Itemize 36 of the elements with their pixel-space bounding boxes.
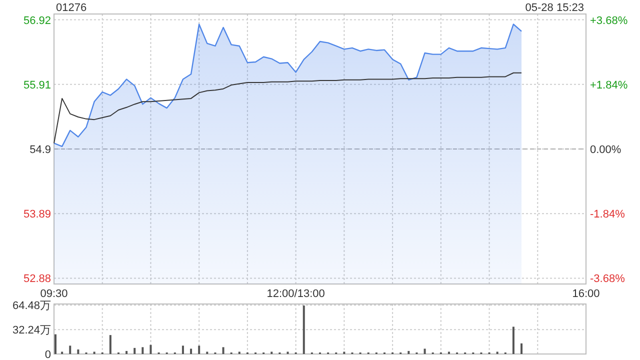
bar: [126, 350, 128, 354]
y2-tick-label: 0.00%: [590, 144, 622, 156]
line-series: [54, 72, 522, 144]
bar: [520, 343, 523, 354]
y-tick-label: 56.92: [23, 14, 51, 27]
chart-subtitle: 05-28 15:23: [525, 2, 584, 14]
bar: [109, 335, 112, 354]
x-tick-label: 09:30: [40, 288, 68, 300]
chart-title: 01276: [56, 2, 87, 14]
bar: [198, 346, 200, 354]
bar: [424, 348, 426, 354]
x-tick-label: 12:00/13:00: [266, 288, 325, 300]
bar: [512, 326, 514, 354]
y-tick-label: 52.88: [23, 273, 51, 286]
y-tick-label: 55.91: [23, 79, 51, 92]
bar: [302, 306, 305, 354]
bar: [77, 349, 80, 354]
y2-tick-label: -3.68%: [590, 273, 626, 286]
y-tick-label: 0: [44, 349, 51, 360]
bar: [142, 347, 144, 354]
bar: [408, 350, 410, 354]
y-tick-label: 32.24万: [12, 324, 51, 337]
bar: [222, 347, 224, 354]
y2-tick-label: -1.84%: [590, 208, 626, 221]
x-tick-label: 16:00: [572, 288, 600, 300]
bar: [54, 334, 56, 354]
y2-tick-label: +3.68%: [590, 14, 628, 27]
bar: [134, 348, 136, 354]
bar: [190, 348, 192, 354]
bar: [150, 344, 152, 354]
bar: [182, 346, 184, 354]
y-tick-label: 53.89: [23, 208, 51, 221]
y-tick-label: 54.9: [30, 144, 51, 156]
y-tick-label: 64.48万: [12, 300, 51, 312]
bar: [69, 346, 72, 354]
y2-tick-label: +1.84%: [590, 79, 628, 92]
